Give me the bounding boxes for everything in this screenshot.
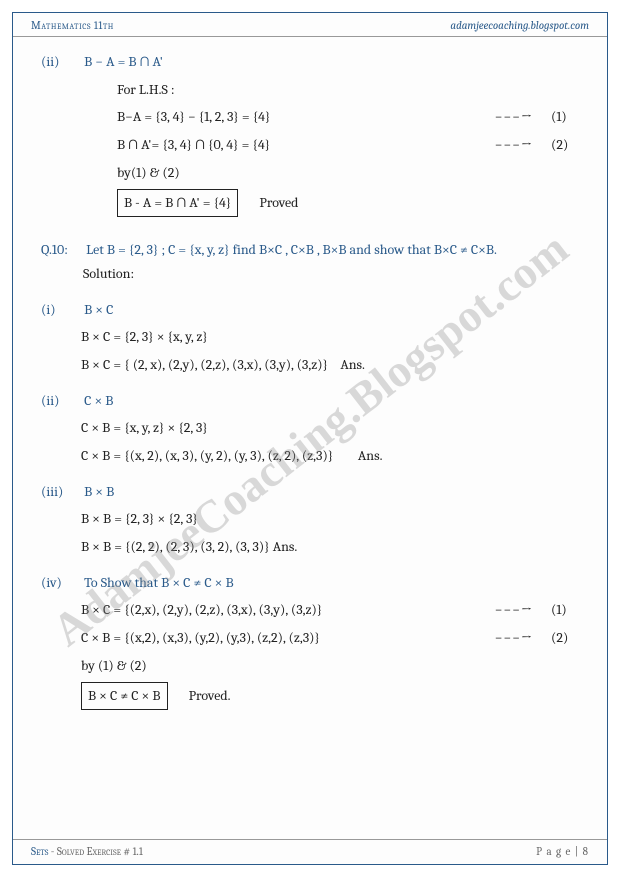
q-label: Q.10:	[41, 239, 83, 261]
boxed-result: B × C ≠ C × B	[81, 682, 168, 710]
q-text: Let B = {2, 3} ; C = {x, y, z} find B×C …	[86, 241, 497, 258]
page-header: Mathematics 11th adamjeecoaching.blogspo…	[13, 13, 607, 37]
footer-left: Sets - Solved Exercise # 1.1	[31, 845, 143, 858]
footer-page: P a g e | 8	[536, 845, 589, 858]
roman-label: (iii)	[41, 481, 81, 503]
arrow-icon: −−−→	[320, 627, 551, 649]
eq-num: (2)	[551, 627, 587, 649]
eq-line: B × C = { (2, x), (2,y), (2,z), (3,x), (…	[81, 354, 587, 376]
by-line: by (1) & (2)	[81, 655, 587, 677]
result-line: B × C ≠ C × B Proved.	[81, 682, 587, 710]
eq-text: B × C = {(2,x), (2,y), (2,z), (3,x), (3,…	[81, 599, 322, 621]
ans-label: Ans.	[358, 447, 383, 464]
eq-num: (1)	[551, 599, 587, 621]
eq-line: C × B = {x, y, z} × {2, 3}	[81, 417, 587, 439]
eq-line: B × B = {(2, 2), (2, 3), (3, 2), (3, 3)}…	[81, 536, 587, 558]
boxed-result: B - A = B ∩ A' = {4}	[117, 189, 238, 217]
arrow-icon: −−−→	[270, 106, 551, 128]
part-title: B × B	[84, 483, 114, 500]
page-footer: Sets - Solved Exercise # 1.1 P a g e | 8	[13, 839, 607, 864]
prev-eq1: B−A = {3, 4} − {1, 2, 3} = {4} −−−→ (1)	[41, 106, 587, 128]
q10-part4: (iv) To Show that B × C ≠ C × B B × C = …	[41, 572, 587, 710]
eq-line: C × B = {(x, 2), (x, 3), (y, 2), (y, 3),…	[81, 445, 587, 467]
solution-label: Solution:	[41, 263, 587, 285]
proved-label: Proved.	[189, 687, 231, 704]
part-head: (iv) To Show that B × C ≠ C × B	[81, 572, 587, 594]
prev-result: B - A = B ∩ A' = {4} Proved	[41, 189, 587, 217]
prev-by: by(1) & (2)	[41, 162, 587, 184]
q10-part3: (iii) B × B B × B = {2, 3} × {2, 3} B × …	[41, 481, 587, 558]
eq-text: B × C = { (2, x), (2,y), (2,z), (3,x), (…	[81, 356, 328, 373]
q10-part2: (ii) C × B C × B = {x, y, z} × {2, 3} C …	[41, 390, 587, 467]
footer-section: Sets	[31, 845, 48, 858]
eq-num: (1)	[551, 106, 587, 128]
eq-num: (2)	[551, 134, 587, 156]
ans-label: Ans.	[340, 356, 365, 373]
eq-line: B × C = {2, 3} × {x, y, z}	[81, 326, 587, 348]
q10: Q.10: Let B = {2, 3} ; C = {x, y, z} fin…	[41, 239, 587, 261]
roman-label: (iv)	[41, 572, 81, 594]
page-body: (ii) B − A = B ∩ A' For L.H.S : B−A = {3…	[13, 37, 607, 726]
prev-part-head: (ii) B − A = B ∩ A'	[41, 51, 587, 73]
part-title: B × C	[84, 301, 113, 318]
part-head: (iii) B × B	[81, 481, 587, 503]
eq-line: B × B = {2, 3} × {2, 3}	[81, 508, 587, 530]
proved-label: Proved	[259, 194, 298, 211]
header-url: adamjeecoaching.blogspot.com	[450, 19, 589, 32]
eq-text: B−A = {3, 4} − {1, 2, 3} = {4}	[117, 106, 270, 128]
part-title: C × B	[84, 392, 113, 409]
roman-label: (ii)	[41, 390, 81, 412]
part-head: (i) B × C	[81, 299, 587, 321]
footer-exercise: - Solved Exercise # 1.1	[48, 845, 142, 858]
arrow-icon: −−−→	[270, 134, 551, 156]
eq-row: C × B = {(x,2), (x,3), (y,2), (y,3), (z,…	[81, 627, 587, 649]
eq-row: B × C = {(2,x), (2,y), (2,z), (3,x), (3,…	[81, 599, 587, 621]
roman-label: (ii)	[41, 51, 81, 73]
arrow-icon: −−−→	[322, 599, 551, 621]
part-head: (ii) C × B	[81, 390, 587, 412]
page-frame: Mathematics 11th adamjeecoaching.blogspo…	[12, 12, 608, 865]
prev-title: B − A = B ∩ A'	[84, 53, 163, 70]
roman-label: (i)	[41, 299, 81, 321]
prev-eq2: B ∩ A'= {3, 4} ∩ {0, 4} = {4} −−−→ (2)	[41, 134, 587, 156]
q10-part1: (i) B × C B × C = {2, 3} × {x, y, z} B ×…	[41, 299, 587, 376]
page-inner: Mathematics 11th adamjeecoaching.blogspo…	[13, 13, 607, 864]
eq-text: C × B = {(x,2), (x,3), (y,2), (y,3), (z,…	[81, 627, 320, 649]
part-title: To Show that B × C ≠ C × B	[84, 574, 234, 591]
eq-text: B ∩ A'= {3, 4} ∩ {0, 4} = {4}	[117, 134, 270, 156]
eq-text: C × B = {(x, 2), (x, 3), (y, 2), (y, 3),…	[81, 447, 333, 464]
header-title: Mathematics 11th	[31, 19, 114, 32]
prev-for: For L.H.S :	[41, 79, 587, 101]
